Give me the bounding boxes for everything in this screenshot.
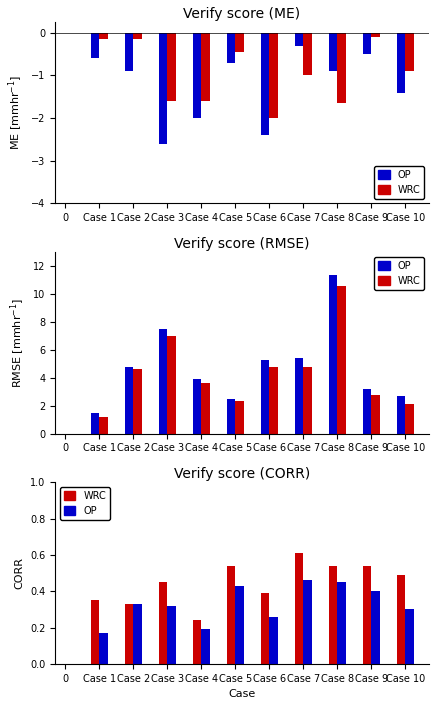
Bar bbox=[125, 604, 133, 664]
X-axis label: Case: Case bbox=[228, 689, 255, 699]
Bar bbox=[201, 629, 210, 664]
Bar bbox=[235, 32, 244, 52]
Bar bbox=[329, 32, 337, 71]
Bar bbox=[371, 32, 380, 37]
Bar bbox=[193, 621, 201, 664]
Bar bbox=[337, 286, 346, 433]
Bar bbox=[227, 566, 235, 664]
Legend: WRC, OP: WRC, OP bbox=[60, 487, 110, 520]
Y-axis label: CORR: CORR bbox=[14, 557, 24, 589]
Bar bbox=[329, 275, 337, 433]
Y-axis label: RMSE [mmhr$^{-1}$]: RMSE [mmhr$^{-1}$] bbox=[9, 298, 27, 388]
Bar bbox=[125, 366, 133, 433]
Y-axis label: ME [mmhr$^{-1}$]: ME [mmhr$^{-1}$] bbox=[7, 76, 25, 150]
Bar bbox=[397, 575, 405, 664]
Bar bbox=[371, 591, 380, 664]
Bar bbox=[363, 32, 371, 54]
Bar bbox=[363, 389, 371, 433]
Bar bbox=[295, 358, 303, 433]
Legend: OP, WRC: OP, WRC bbox=[374, 166, 424, 198]
Bar bbox=[227, 399, 235, 433]
Bar bbox=[167, 606, 176, 664]
Title: Verify score (RMSE): Verify score (RMSE) bbox=[174, 237, 310, 251]
Bar bbox=[261, 593, 269, 664]
Bar bbox=[337, 32, 346, 103]
Bar bbox=[133, 32, 142, 39]
Title: Verify score (ME): Verify score (ME) bbox=[184, 7, 300, 21]
Bar bbox=[91, 600, 99, 664]
Bar bbox=[235, 586, 244, 664]
Bar bbox=[193, 32, 201, 118]
Bar bbox=[159, 329, 167, 433]
Bar bbox=[303, 367, 312, 433]
Bar bbox=[159, 32, 167, 144]
Bar bbox=[133, 369, 142, 433]
Bar bbox=[159, 582, 167, 664]
Bar bbox=[295, 32, 303, 46]
Bar bbox=[303, 580, 312, 664]
Bar bbox=[397, 32, 405, 92]
Bar bbox=[201, 383, 210, 433]
Bar bbox=[405, 404, 414, 433]
Bar bbox=[125, 32, 133, 71]
Bar bbox=[269, 616, 278, 664]
Bar bbox=[363, 566, 371, 664]
Bar bbox=[91, 413, 99, 433]
Bar bbox=[261, 359, 269, 433]
Bar bbox=[397, 396, 405, 433]
Bar bbox=[99, 32, 108, 39]
Bar bbox=[167, 32, 176, 101]
Bar bbox=[235, 401, 244, 433]
Bar bbox=[91, 32, 99, 59]
Bar bbox=[337, 582, 346, 664]
Bar bbox=[193, 379, 201, 433]
Bar bbox=[405, 609, 414, 664]
Bar bbox=[261, 32, 269, 136]
Bar bbox=[167, 336, 176, 433]
Bar bbox=[133, 604, 142, 664]
Bar bbox=[295, 553, 303, 664]
Bar bbox=[269, 366, 278, 433]
Bar bbox=[329, 566, 337, 664]
Bar bbox=[99, 417, 108, 433]
Legend: OP, WRC: OP, WRC bbox=[374, 257, 424, 289]
Bar bbox=[405, 32, 414, 71]
Bar bbox=[201, 32, 210, 101]
Bar bbox=[99, 633, 108, 664]
Bar bbox=[303, 32, 312, 76]
Bar bbox=[269, 32, 278, 118]
Bar bbox=[371, 395, 380, 433]
Bar bbox=[227, 32, 235, 63]
Title: Verify score (CORR): Verify score (CORR) bbox=[174, 467, 310, 481]
